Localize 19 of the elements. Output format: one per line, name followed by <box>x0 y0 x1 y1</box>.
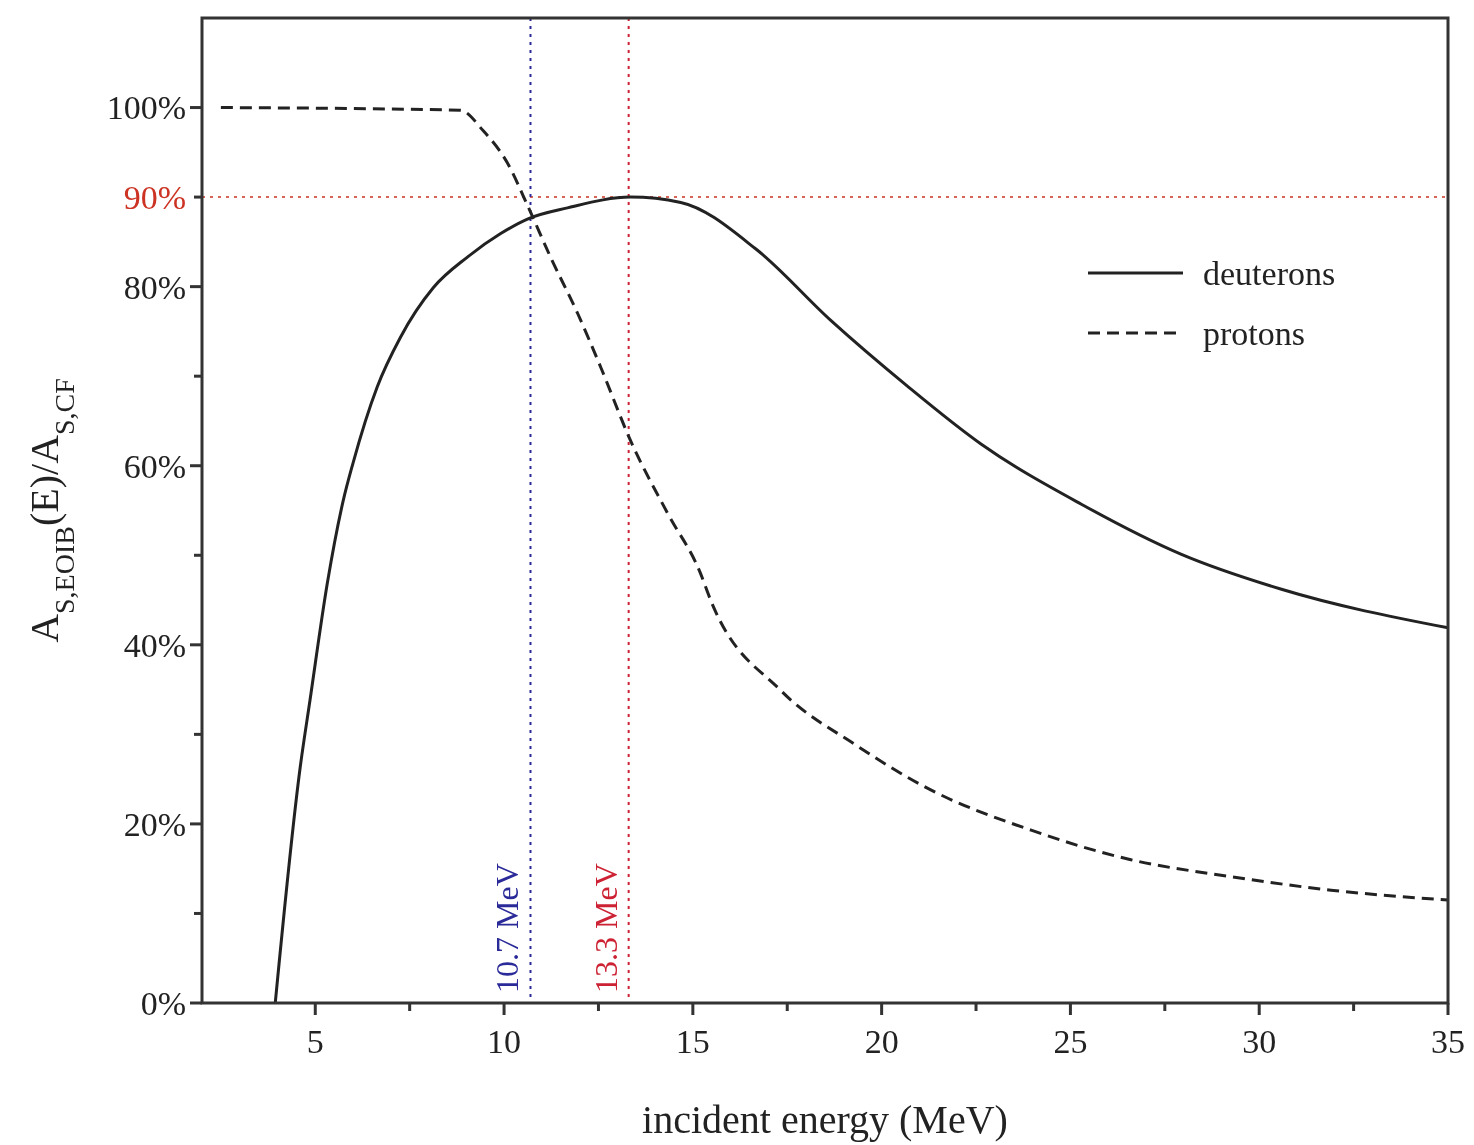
y-tick-label: 100% <box>106 89 186 127</box>
legend-label: deuterons <box>1203 254 1336 292</box>
x-tick-label: 15 <box>675 1023 710 1060</box>
y-tick-label: 60% <box>123 447 186 485</box>
y-tick-label: 80% <box>123 268 186 306</box>
x-tick-label: 20 <box>864 1023 899 1060</box>
ref-line-label: 13.3 MeV <box>587 863 624 993</box>
y-tick-label: 20% <box>123 805 186 843</box>
ref-line-label: 90% <box>123 178 186 216</box>
x-tick-label: 10 <box>487 1023 522 1060</box>
y-tick-label: 40% <box>123 626 186 664</box>
legend-label: protons <box>1203 314 1305 352</box>
x-tick-label: 35 <box>1431 1023 1465 1060</box>
x-tick-label: 25 <box>1053 1023 1088 1060</box>
x-tick-label: 5 <box>306 1023 324 1060</box>
x-tick-label: 30 <box>1242 1023 1277 1060</box>
ref-line-label: 10.7 MeV <box>489 863 526 993</box>
x-axis-title: incident energy (MeV) <box>642 1097 1008 1142</box>
y-tick-label: 0% <box>140 984 186 1022</box>
